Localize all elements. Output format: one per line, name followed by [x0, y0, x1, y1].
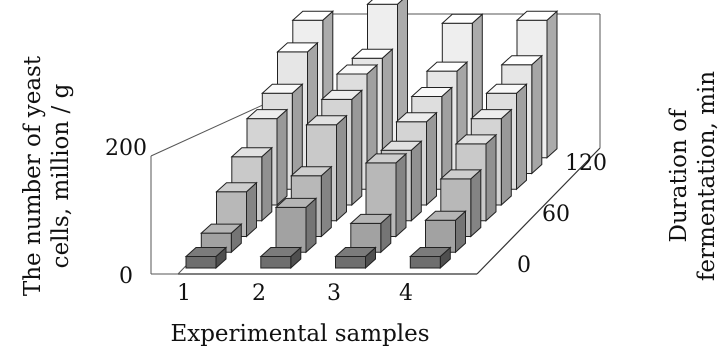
labels-group: 0 200 1 2 3 4 0 60 120 Experimental samp…	[20, 55, 720, 347]
bar-front-face	[260, 256, 292, 269]
bar-top-face	[469, 109, 513, 120]
depth-tick-label-0: 0	[517, 253, 531, 278]
bar-front-face	[409, 256, 441, 269]
bar-side-face	[410, 140, 422, 222]
bar-top-face	[305, 115, 348, 126]
x-tick-label-1: 1	[177, 281, 191, 306]
bar-top-face	[320, 89, 364, 100]
bar-top-face	[485, 83, 528, 94]
bar-side-face	[276, 108, 288, 207]
bar-r15-s4	[424, 210, 467, 254]
bar-r0-s1	[184, 246, 228, 270]
bar-top-face	[335, 64, 379, 75]
bar-top-face	[289, 166, 333, 177]
bar-side-face	[336, 114, 347, 222]
bar-top-face	[439, 169, 483, 180]
bar-top-face	[440, 13, 484, 24]
bars-group	[184, 0, 559, 270]
depth-axis-title-line-1: Duration of	[666, 108, 692, 242]
bar-front-face	[335, 256, 366, 269]
bar-top-face	[500, 55, 544, 66]
x-tick-label-2: 2	[252, 281, 266, 306]
x-tick-label-3: 3	[327, 281, 341, 306]
bar-top-face	[395, 112, 438, 123]
bar-front-face	[185, 256, 217, 269]
bar-top-face	[349, 213, 393, 224]
bar-side-face	[470, 168, 482, 238]
bar-top-face	[515, 10, 559, 21]
bar-side-face	[500, 108, 512, 207]
floor-right-edge	[476, 147, 601, 275]
bar-side-face	[531, 54, 543, 175]
y-axis-title-line-2: cells, million / g	[48, 83, 74, 268]
bar-side-face	[395, 152, 407, 238]
bar-top-face	[408, 247, 452, 257]
x-tick-label-4: 4	[399, 281, 413, 306]
bar-top-face	[334, 247, 377, 257]
y-tick-label-200: 200	[105, 136, 147, 161]
bar-top-face	[291, 10, 335, 21]
bar-top-face	[245, 109, 289, 120]
bar-r15-s3	[349, 213, 393, 254]
bar-top-face	[454, 134, 498, 145]
depth-axis-title-line-2: fermentation, min	[694, 71, 720, 281]
bar-side-face	[320, 165, 332, 238]
bar-top-face	[366, 0, 403, 5]
bar-r0-s2	[259, 246, 303, 270]
bar-front-face	[275, 206, 307, 253]
bar-top-face	[410, 87, 454, 97]
bar-top-face	[215, 182, 258, 193]
bar-r0-s4	[408, 246, 452, 270]
bar-r15-s2	[274, 197, 318, 254]
bar-side-face	[261, 146, 273, 222]
y-tick-label-0: 0	[119, 264, 133, 289]
bar-top-face	[364, 153, 408, 164]
bar-side-face	[516, 83, 527, 191]
bar-top-face	[199, 223, 243, 234]
bar-side-face	[351, 89, 363, 207]
bar-top-face	[425, 61, 469, 72]
depth-tick-label-120: 120	[565, 151, 607, 176]
bar-top-face	[379, 140, 423, 151]
x-axis-title: Experimental samples	[170, 321, 429, 347]
y-axis-title-line-1: The number of yeast	[20, 55, 46, 296]
bar-top-face	[274, 197, 318, 208]
depth-tick-label-60: 60	[542, 202, 570, 227]
bar-side-face	[546, 10, 558, 159]
bar-top-face	[230, 147, 274, 158]
bar-top-face	[259, 247, 303, 257]
bar-side-face	[485, 133, 497, 222]
bar-side-face	[426, 111, 437, 207]
bar-top-face	[276, 42, 319, 53]
bar-top-face	[184, 247, 228, 257]
bar-top-face	[260, 83, 304, 94]
bar-r0-s3	[334, 246, 377, 270]
bar-top-face	[350, 48, 394, 59]
bar-top-face	[424, 210, 467, 221]
